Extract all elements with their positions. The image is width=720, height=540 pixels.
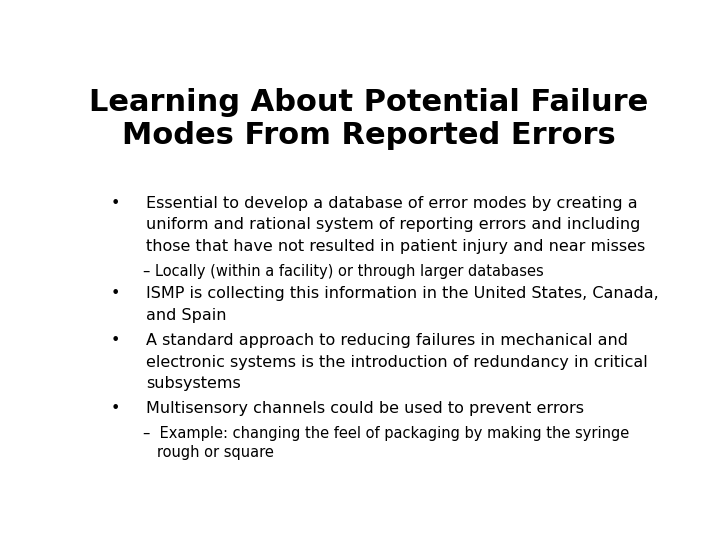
Text: electronic systems is the introduction of redundancy in critical: electronic systems is the introduction o… <box>145 355 647 369</box>
Text: •: • <box>110 333 120 348</box>
Text: •: • <box>110 286 120 301</box>
Text: –  Example: changing the feel of packaging by making the syringe: – Example: changing the feel of packagin… <box>143 426 629 441</box>
Text: Multisensory channels could be used to prevent errors: Multisensory channels could be used to p… <box>145 401 584 416</box>
Text: Learning About Potential Failure
Modes From Reported Errors: Learning About Potential Failure Modes F… <box>89 87 649 150</box>
Text: •: • <box>110 401 120 416</box>
Text: •: • <box>110 196 120 211</box>
Text: ISMP is collecting this information in the United States, Canada,: ISMP is collecting this information in t… <box>145 286 659 301</box>
Text: – Locally (within a facility) or through larger databases: – Locally (within a facility) or through… <box>143 264 544 279</box>
Text: subsystems: subsystems <box>145 376 240 392</box>
Text: A standard approach to reducing failures in mechanical and: A standard approach to reducing failures… <box>145 333 628 348</box>
Text: those that have not resulted in patient injury and near misses: those that have not resulted in patient … <box>145 239 645 254</box>
Text: uniform and rational system of reporting errors and including: uniform and rational system of reporting… <box>145 218 640 232</box>
Text: and Spain: and Spain <box>145 308 226 323</box>
Text: rough or square: rough or square <box>143 446 274 460</box>
Text: Essential to develop a database of error modes by creating a: Essential to develop a database of error… <box>145 196 637 211</box>
